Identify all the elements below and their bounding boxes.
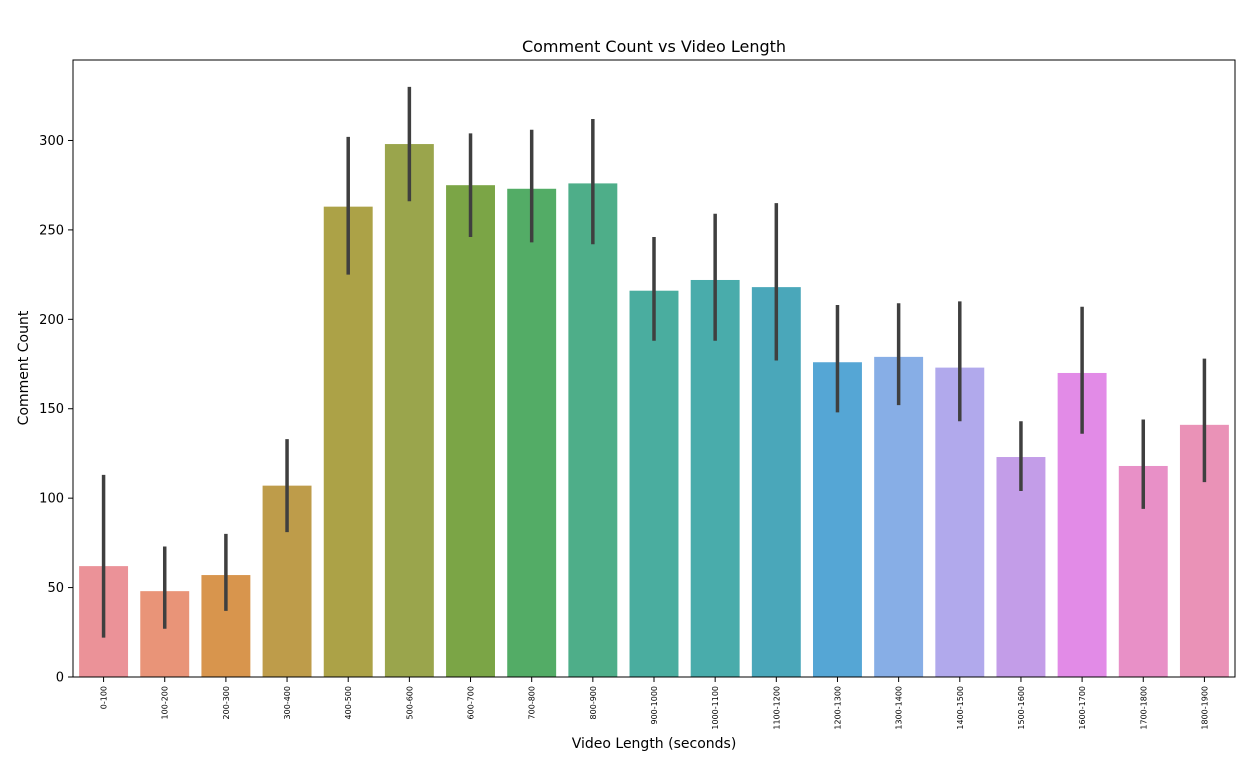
x-tick-label: 900-1000 bbox=[650, 686, 659, 725]
x-tick-label: 1200-1300 bbox=[833, 686, 842, 730]
x-tick-label: 1000-1100 bbox=[711, 686, 720, 730]
y-tick-label: 250 bbox=[39, 223, 64, 238]
bar-1000-1100 bbox=[690, 279, 740, 677]
bar-1500-1600 bbox=[996, 457, 1046, 677]
x-tick-label: 1300-1400 bbox=[895, 686, 904, 730]
y-tick-label: 0 bbox=[56, 671, 64, 686]
bar-500-600 bbox=[384, 144, 434, 678]
bars-group bbox=[79, 144, 1229, 678]
bar-700-800 bbox=[507, 188, 557, 678]
bar-900-1000 bbox=[629, 290, 679, 677]
bar-1200-1300 bbox=[813, 362, 862, 677]
y-tick-label: 150 bbox=[39, 402, 64, 417]
bar-800-900 bbox=[568, 183, 618, 677]
error-bars-group bbox=[101, 86, 1207, 638]
x-tick-label: 500-600 bbox=[405, 686, 414, 719]
bar-1300-1400 bbox=[874, 356, 924, 677]
x-tick-label: 700-800 bbox=[528, 686, 537, 719]
x-tick-label: 200-300 bbox=[222, 686, 231, 719]
chart-title: Comment Count vs Video Length bbox=[522, 37, 786, 56]
x-axis: 0-100 100-200 200-300 300-400 400-500 500-600… bbox=[100, 677, 1209, 730]
x-tick-label: 1600-1700 bbox=[1078, 686, 1087, 730]
bar-600-700 bbox=[446, 185, 495, 677]
x-tick-label: 1400-1500 bbox=[956, 686, 965, 730]
y-tick-label: 200 bbox=[39, 313, 64, 328]
y-axis: 0 50 100 150 200 250 300 bbox=[39, 134, 73, 686]
y-tick-label: 50 bbox=[47, 581, 64, 596]
bar-400-500 bbox=[323, 206, 373, 677]
y-axis-label: Comment Count bbox=[16, 310, 32, 425]
x-tick-label: 1500-1600 bbox=[1017, 686, 1026, 730]
x-tick-label: 400-500 bbox=[344, 686, 353, 719]
x-tick-label: 300-400 bbox=[283, 686, 292, 719]
y-tick-label: 100 bbox=[39, 492, 64, 507]
x-tick-label: 100-200 bbox=[161, 686, 170, 719]
x-tick-label: 800-900 bbox=[589, 686, 598, 719]
x-tick-label: 600-700 bbox=[467, 686, 476, 719]
x-tick-label: 1800-1900 bbox=[1200, 686, 1209, 730]
x-tick-label: 1700-1800 bbox=[1139, 686, 1148, 730]
x-tick-label: 1100-1200 bbox=[772, 686, 781, 730]
x-tick-label: 0-100 bbox=[100, 686, 109, 709]
y-tick-label: 300 bbox=[39, 134, 64, 149]
x-axis-label: Video Length (seconds) bbox=[572, 736, 737, 752]
